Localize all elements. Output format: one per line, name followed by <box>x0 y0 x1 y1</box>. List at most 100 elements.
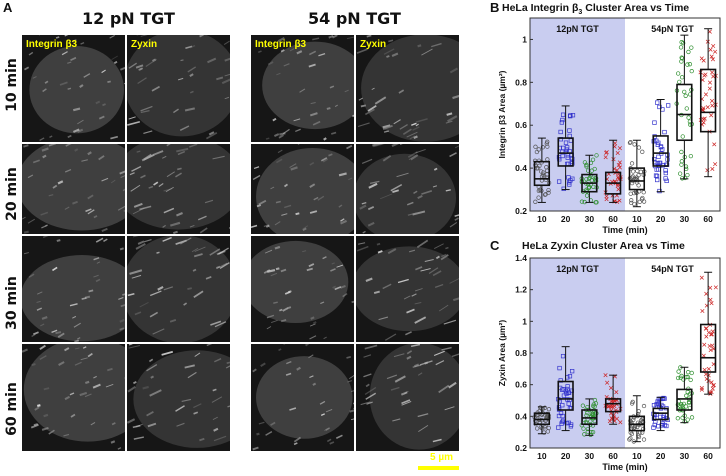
data-point <box>559 120 564 125</box>
data-point <box>662 396 667 401</box>
data-point <box>560 112 566 117</box>
panel-c-letter: C <box>490 238 500 253</box>
data-point <box>560 117 565 123</box>
data-point <box>666 103 671 108</box>
data-point <box>545 139 550 144</box>
data-point <box>567 397 572 402</box>
data-point <box>544 165 549 170</box>
data-point <box>567 128 572 133</box>
data-point <box>655 100 660 105</box>
data-point <box>641 437 647 442</box>
data-point <box>641 190 646 195</box>
data-point <box>677 171 683 176</box>
data-point <box>582 432 587 437</box>
panel-a-letter: A <box>3 0 13 15</box>
chart-b: 12pN TGT 54pN TGT 0.2 0.4 0.6 0.8 1 10 20 30 60 10 2… <box>497 17 721 235</box>
data-point <box>705 168 710 173</box>
data-point <box>556 425 561 430</box>
data-point <box>635 168 640 174</box>
data-point <box>540 145 546 150</box>
data-point <box>655 142 660 147</box>
data-point <box>568 424 574 429</box>
y-tick-label: 0.8 <box>515 77 527 87</box>
data-point <box>604 150 609 155</box>
data-point <box>546 425 551 431</box>
data-point <box>706 330 711 335</box>
data-point <box>685 172 690 178</box>
data-point <box>635 424 640 430</box>
micrograph-10min-54pn-zyxin: Zyxin <box>356 35 459 142</box>
x-tick-label: 10 <box>537 214 547 224</box>
data-point <box>702 116 707 121</box>
y-tick-label: 0.6 <box>515 380 527 390</box>
data-point <box>705 105 710 110</box>
data-point <box>616 187 621 192</box>
data-point <box>684 166 689 172</box>
data-point <box>628 191 633 196</box>
data-point <box>688 153 693 159</box>
data-point <box>652 120 657 125</box>
scale-bar <box>418 466 459 470</box>
data-point <box>657 188 662 194</box>
data-point <box>707 80 713 85</box>
data-point <box>660 147 665 152</box>
region-shade-12pn <box>530 18 625 211</box>
data-point <box>631 169 636 174</box>
data-point <box>682 89 687 95</box>
data-point <box>710 70 715 75</box>
data-point <box>616 162 621 168</box>
data-point <box>701 353 706 358</box>
data-point <box>679 162 684 167</box>
data-point <box>609 385 614 390</box>
data-point <box>560 418 566 423</box>
micrograph-60min-54pn-integrin <box>251 344 354 451</box>
box <box>699 323 717 373</box>
box <box>557 137 574 167</box>
data-point <box>704 291 709 296</box>
box <box>699 68 717 133</box>
data-point <box>617 160 622 165</box>
data-point <box>706 373 711 378</box>
data-point <box>688 377 693 383</box>
channel-label-integrin: Integrin β3 <box>255 39 307 50</box>
data-point <box>584 164 589 169</box>
data-point <box>682 175 688 181</box>
data-point <box>536 195 541 200</box>
x-tick-label: 60 <box>703 214 713 224</box>
data-point <box>591 184 596 190</box>
data-point <box>534 149 540 155</box>
data-point <box>629 180 635 186</box>
data-point <box>533 144 538 149</box>
data-point <box>567 374 573 379</box>
data-point <box>641 403 647 409</box>
data-point <box>584 162 589 168</box>
data-point <box>710 343 715 348</box>
data-point <box>686 49 691 55</box>
y-tick-label: 1 <box>522 316 527 326</box>
data-point <box>663 170 668 176</box>
x-axis-label: Time (min) <box>602 462 647 472</box>
data-point <box>708 285 713 290</box>
y-axis-label: Zyxin Area (µm²) <box>497 320 507 387</box>
channel-label-zyxin: Zyxin <box>360 39 387 50</box>
data-point <box>685 374 690 380</box>
data-point <box>680 134 685 139</box>
data-point <box>535 166 541 171</box>
data-point <box>631 417 636 422</box>
data-point <box>615 199 620 205</box>
chart-b-title: HeLa Integrin β3 Cluster Area vs Time <box>502 2 690 17</box>
data-point <box>615 150 620 156</box>
data-point <box>546 190 551 195</box>
y-tick-label: 0.4 <box>515 411 527 421</box>
data-point <box>613 141 618 146</box>
micrograph-30min-54pn-integrin <box>251 236 354 342</box>
data-point <box>702 342 707 347</box>
data-point <box>638 421 643 426</box>
x-tick-label: 30 <box>585 214 595 224</box>
x-tick-label: 20 <box>656 451 666 461</box>
data-point <box>569 369 575 374</box>
data-point <box>588 432 593 437</box>
data-point <box>580 403 586 408</box>
data-point <box>556 179 562 184</box>
data-point <box>627 437 632 442</box>
